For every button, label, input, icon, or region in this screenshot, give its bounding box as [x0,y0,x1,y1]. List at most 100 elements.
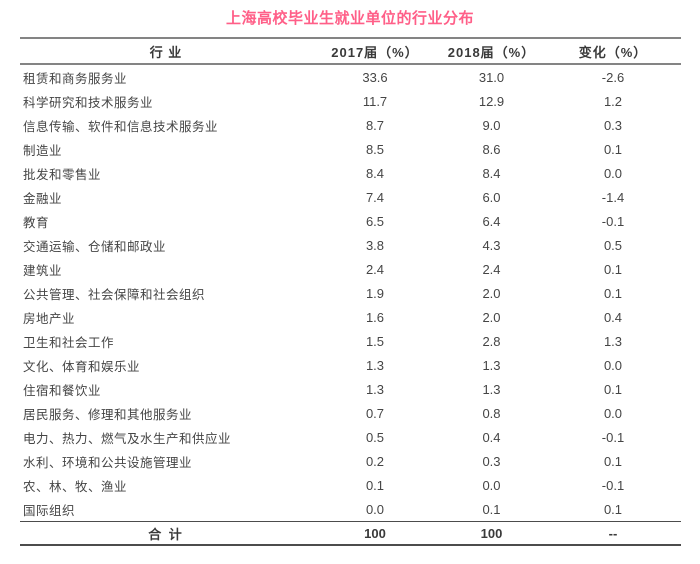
table-row: 农、林、牧、渔业 0.1 0.0 -0.1 [20,473,681,497]
value-cell: 0.1 [603,381,623,397]
total-label: 合 计 [20,521,312,546]
value-cell: 2.4 [365,261,385,277]
table-row: 制造业 8.5 8.6 0.1 [20,137,681,161]
value-cell: 0.0 [603,165,623,181]
value-cell: 2.4 [482,261,501,277]
total-2018: 100 [438,521,545,546]
table-row: 水利、环境和公共设施管理业 0.2 0.3 0.1 [20,449,681,473]
industry-cell: 农、林、牧、渔业 [23,479,128,494]
industry-cell: 住宿和餐饮业 [23,383,102,398]
value-cell: 0.3 [603,117,623,133]
value-cell: 8.7 [365,117,385,133]
industry-cell: 信息传输、软件和信息技术服务业 [23,119,219,134]
industry-cell: 金融业 [23,191,63,206]
industry-cell: 文化、体育和娱乐业 [23,359,141,374]
industry-cell: 公共管理、社会保障和社会组织 [23,287,206,302]
value-cell: 0.1 [365,477,385,493]
value-cell: 0.4 [482,429,501,445]
industry-cell: 批发和零售业 [23,167,102,182]
value-cell: 0.1 [603,501,623,517]
value-cell: 4.3 [482,237,501,253]
table-row: 公共管理、社会保障和社会组织 1.9 2.0 0.1 [20,281,681,305]
table-row: 电力、热力、燃气及水生产和供应业 0.5 0.4 -0.1 [20,425,681,449]
table-row: 教育 6.5 6.4 -0.1 [20,209,681,233]
total-row: 合 计 100 100 -- [20,521,681,546]
table-row: 卫生和社会工作 1.5 2.8 1.3 [20,329,681,353]
value-cell: 0.1 [603,285,623,301]
value-cell: -2.6 [601,69,625,85]
value-cell: 0.4 [603,309,623,325]
table-header: 行 业 2017届（%） 2018届（%） 变化（%） [20,37,681,65]
value-cell: 31.0 [478,69,505,85]
value-cell: 8.6 [482,141,501,157]
value-cell: 1.6 [365,309,385,325]
industry-cell: 教育 [23,215,50,230]
value-cell: 0.5 [365,429,385,445]
table-footer: 合 计 100 100 -- [20,521,681,546]
table-row: 科学研究和技术服务业 11.7 12.9 1.2 [20,89,681,113]
value-cell: 2.0 [482,309,501,325]
value-cell: 2.0 [482,285,501,301]
table-row: 金融业 7.4 6.0 -1.4 [20,185,681,209]
industry-cell: 制造业 [23,143,63,158]
value-cell: -0.1 [601,477,625,493]
value-cell: 0.0 [603,357,623,373]
value-cell: 1.9 [365,285,385,301]
industry-cell: 居民服务、修理和其他服务业 [23,407,193,422]
industry-cell: 电力、热力、燃气及水生产和供应业 [23,431,232,446]
value-cell: 12.9 [478,93,505,109]
industry-cell: 房地产业 [23,311,76,326]
table-row: 信息传输、软件和信息技术服务业 8.7 9.0 0.3 [20,113,681,137]
industry-cell: 水利、环境和公共设施管理业 [23,455,193,470]
table-row: 房地产业 1.6 2.0 0.4 [20,305,681,329]
value-cell: 1.5 [365,333,385,349]
value-cell: 1.2 [603,93,623,109]
industry-cell: 租赁和商务服务业 [23,71,128,86]
value-cell: 0.8 [482,405,501,421]
page-title: 上海高校毕业生就业单位的行业分布 [225,10,474,27]
value-cell: 6.4 [482,213,501,229]
table-row: 批发和零售业 8.4 8.4 0.0 [20,161,681,185]
table-row: 国际组织 0.0 0.1 0.1 [20,497,681,522]
value-cell: 0.0 [365,501,385,517]
value-cell: 0.1 [603,261,623,277]
value-cell: 3.8 [365,237,385,253]
header-industry: 行 业 [20,37,312,65]
value-cell: 1.3 [482,381,501,397]
value-cell: 8.4 [365,165,385,181]
value-cell: 7.4 [365,189,385,205]
table-body: 租赁和商务服务业 33.6 31.0 -2.6 科学研究和技术服务业 11.7 12.9 1.… [20,64,681,522]
industry-cell: 建筑业 [23,263,63,278]
table-row: 住宿和餐饮业 1.3 1.3 0.1 [20,377,681,401]
table-row: 建筑业 2.4 2.4 0.1 [20,257,681,281]
value-cell: 0.1 [482,501,501,517]
value-cell: 8.4 [482,165,501,181]
industry-distribution-table: 行 业 2017届（%） 2018届（%） 变化（%） 租赁和商务服务业 33.6… [20,37,681,546]
value-cell: 8.5 [365,141,385,157]
value-cell: -1.4 [601,189,625,205]
industry-cell: 卫生和社会工作 [23,335,115,350]
value-cell: 9.0 [482,117,501,133]
value-cell: 33.6 [362,69,388,85]
value-cell: 0.1 [603,453,623,469]
value-cell: 0.5 [603,237,623,253]
value-cell: 6.0 [482,189,501,205]
table-row: 租赁和商务服务业 33.6 31.0 -2.6 [20,64,681,89]
table-row: 交通运输、仓储和邮政业 3.8 4.3 0.5 [20,233,681,257]
value-cell: 1.3 [482,357,501,373]
industry-cell: 交通运输、仓储和邮政业 [23,239,167,254]
value-cell: 0.3 [482,453,501,469]
table-row: 居民服务、修理和其他服务业 0.7 0.8 0.0 [20,401,681,425]
header-change: 变化（%） [545,37,681,65]
value-cell: 1.3 [365,381,385,397]
total-change: -- [545,521,681,546]
table-row: 文化、体育和娱乐业 1.3 1.3 0.0 [20,353,681,377]
header-row: 行 业 2017届（%） 2018届（%） 变化（%） [20,37,681,65]
header-2017: 2017届（%） [312,37,438,65]
value-cell: 0.0 [603,405,623,421]
value-cell: 0.7 [365,405,385,421]
value-cell: 1.3 [603,333,623,349]
header-2018: 2018届（%） [438,37,545,65]
value-cell: 6.5 [365,213,385,229]
